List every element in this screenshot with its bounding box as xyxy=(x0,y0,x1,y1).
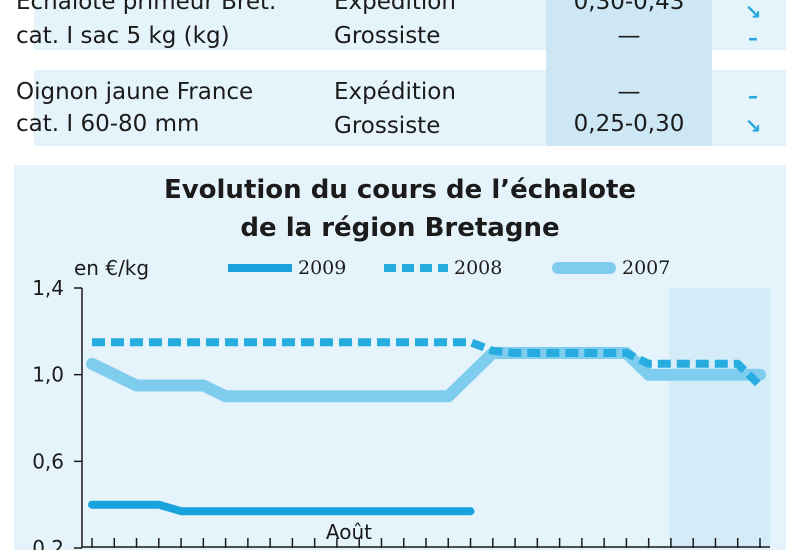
highlight-region xyxy=(668,288,770,548)
series-line-2008 xyxy=(92,338,763,389)
product-category: cat. I sac 5 kg (kg) xyxy=(16,23,230,49)
legend-label: 2008 xyxy=(454,257,503,279)
product-name: Oignon jaune France xyxy=(16,79,254,105)
price-table: Échalote primeur Bret. cat. I sac 5 kg (… xyxy=(0,0,800,160)
price-shipping: — xyxy=(617,79,641,105)
trend-stable-icon: – xyxy=(748,26,758,50)
trend-down-icon: ↘ xyxy=(744,114,762,138)
trend-stable-icon: – xyxy=(748,84,758,108)
y-axis-unit-label: en €/kg xyxy=(74,256,150,280)
legend-swatch-solid xyxy=(228,264,292,272)
chart-title: Evolution du cours de l’échalote xyxy=(163,175,637,205)
series-line-2007 xyxy=(86,347,766,403)
price-column xyxy=(546,0,712,146)
legend-swatch-dashed xyxy=(384,264,448,272)
y-tick-label: 1,4 xyxy=(32,276,64,300)
trend-down-icon: ↘ xyxy=(744,0,762,24)
legend-swatch-thick xyxy=(552,262,616,274)
stage-wholesale: Grossiste xyxy=(334,23,441,49)
series-line-2009 xyxy=(88,500,475,516)
y-tick-label: 1,0 xyxy=(32,363,64,387)
y-tick-label: 0,6 xyxy=(32,449,64,473)
chart-subtitle: de la région Bretagne xyxy=(240,213,560,243)
price-wholesale: — xyxy=(617,23,641,49)
legend-label: 2009 xyxy=(298,257,347,279)
price-shipping: 0,30-0,43 xyxy=(573,0,685,15)
chart-panel xyxy=(14,165,786,550)
y-tick-label: 0,2 xyxy=(32,536,64,550)
x-tick-label: Août xyxy=(326,520,372,544)
stage-shipping: Expédition xyxy=(334,0,456,15)
stage-wholesale: Grossiste xyxy=(334,113,441,139)
stage-shipping: Expédition xyxy=(334,79,456,105)
legend-label: 2007 xyxy=(622,257,671,279)
product-category: cat. I 60-80 mm xyxy=(16,111,200,137)
price-wholesale: 0,25-0,30 xyxy=(573,111,685,137)
product-name: Échalote primeur Bret. xyxy=(16,0,277,15)
